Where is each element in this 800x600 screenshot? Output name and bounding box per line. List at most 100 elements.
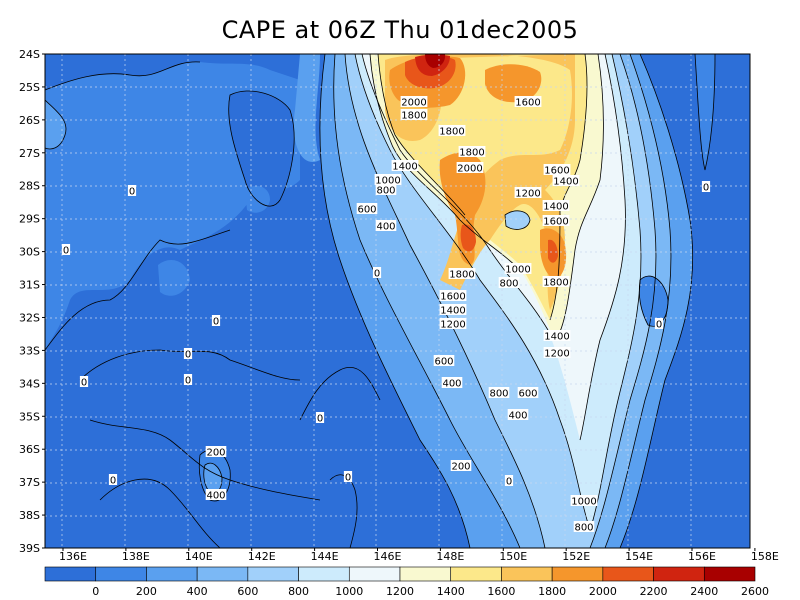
lat-label: 33S — [19, 344, 40, 357]
contour-label: 0 — [656, 320, 662, 331]
contour-label-bg — [433, 355, 455, 366]
contour-label: 1200 — [544, 349, 569, 360]
contour-label: 1600 — [515, 98, 540, 109]
contour-label-bg — [456, 162, 484, 173]
latitude-labels: 24S 25S 26S 27S 28S 29S 30S 31S 32S 33S 34S 35S 36S 3… — [19, 48, 45, 555]
colorbar-label: 200 — [136, 585, 157, 598]
lat-label: 24S — [19, 48, 40, 61]
colorbar-swatch — [501, 566, 553, 582]
lon-label: 136E — [59, 550, 87, 563]
contour-label-bg — [374, 174, 402, 185]
colorbar-label: 2000 — [589, 585, 617, 598]
contour-label-bg — [439, 290, 467, 301]
contour-label-bg — [504, 263, 532, 274]
contour-label: 400 — [508, 411, 527, 422]
contour-label-bg — [127, 185, 137, 196]
colorbar-label: 1000 — [335, 585, 363, 598]
contour-label: 0 — [81, 378, 87, 389]
contour-label-bg — [542, 276, 570, 287]
colorbar-label: 2400 — [690, 585, 718, 598]
contour-label: 1200 — [515, 189, 540, 200]
colorbar-swatch — [44, 566, 97, 582]
contour-label: 0 — [63, 246, 69, 257]
colorbar-label: 1800 — [538, 585, 566, 598]
contour-label-bg — [504, 475, 514, 486]
contour-label: 800 — [574, 523, 593, 534]
contour-label: 1400 — [440, 306, 465, 317]
colorbar-swatch — [298, 566, 350, 582]
contour-label-bg — [458, 146, 486, 157]
colorbar-swatch — [196, 566, 249, 582]
colorbar-label: 1400 — [437, 585, 465, 598]
contour-label-bg — [315, 412, 325, 423]
contour-label-bg — [507, 409, 529, 420]
contour-label: 800 — [489, 389, 508, 400]
contour-label-bg — [400, 109, 428, 120]
lon-label: 152E — [562, 550, 590, 563]
plot-frame — [44, 53, 751, 549]
contour-label: 0 — [185, 350, 191, 361]
colorbar-label: 2600 — [741, 585, 769, 598]
contour-label: 2000 — [457, 164, 482, 175]
contour-label-bg — [375, 220, 397, 231]
contour-label: 0 — [703, 183, 709, 194]
colorbar-swatch — [247, 566, 299, 582]
lat-label: 26S — [19, 114, 40, 127]
lat-label: 38S — [19, 509, 40, 522]
contour-label: 600 — [434, 357, 453, 368]
contour-label: 0 — [129, 187, 135, 198]
lat-label: 25S — [19, 81, 40, 94]
colorbar-swatch — [602, 566, 654, 582]
contour-label: 1800 — [543, 278, 568, 289]
colorbar-label: 1600 — [487, 585, 515, 598]
lat-label: 37S — [19, 476, 40, 489]
contour-label-bg — [439, 304, 467, 315]
contour-label-bg — [701, 181, 711, 192]
contour-label: 400 — [376, 222, 395, 233]
longitude-labels: 136E 138E 140E 142E 144E 146E 148E 150E 152E 154E… — [59, 548, 779, 563]
contour-label: 1800 — [459, 148, 484, 159]
contour-label: 1400 — [544, 332, 569, 343]
colorbar: 0 200 400 600 800 1000 1200 1400 1600 1800 2000 220… — [44, 566, 769, 598]
contour-label: 600 — [518, 389, 537, 400]
contour-label: 0 — [506, 477, 512, 488]
colorbar-label: 2200 — [640, 585, 668, 598]
contour-label: 0 — [110, 476, 116, 487]
lat-label: 30S — [19, 246, 40, 259]
colorbar-label: 0 — [92, 585, 99, 598]
contour-label: 1400 — [392, 162, 417, 173]
colorbar-label: 800 — [288, 585, 309, 598]
contour-label-bg — [343, 471, 353, 482]
contour-label-bg — [441, 377, 463, 388]
contour-label-bg — [517, 387, 539, 398]
contour-label-bg — [356, 203, 378, 214]
colorbar-swatch — [146, 566, 198, 582]
colorbar-swatch — [450, 566, 502, 582]
contour-label: 0 — [374, 269, 380, 280]
lon-label: 140E — [185, 550, 213, 563]
contour-label-bg — [205, 489, 227, 500]
contour-label-bg — [439, 318, 467, 329]
contour-label-bg — [514, 96, 542, 107]
contour-label-bg — [211, 315, 221, 326]
contour-label: 2000 — [401, 98, 426, 109]
contour-label: 0 — [213, 317, 219, 328]
lat-label: 27S — [19, 147, 40, 160]
contour-label-bg — [488, 387, 510, 398]
contour-label-bg — [205, 446, 227, 457]
contour-label-bg — [61, 244, 71, 255]
contour-label: 0 — [185, 376, 191, 387]
contour-label: 1200 — [440, 320, 465, 331]
colorbar-swatch — [95, 566, 147, 582]
contour-label-bg — [375, 184, 397, 195]
lat-label: 34S — [19, 377, 40, 390]
contour-label-bg — [542, 215, 570, 226]
colorbar-swatch — [653, 566, 705, 582]
colorbar-swatch — [703, 566, 756, 582]
lon-label: 156E — [688, 550, 716, 563]
contour-label: 1400 — [543, 202, 568, 213]
lat-label: 28S — [19, 180, 40, 193]
contour-label: 200 — [451, 462, 470, 473]
lon-label: 148E — [436, 550, 464, 563]
